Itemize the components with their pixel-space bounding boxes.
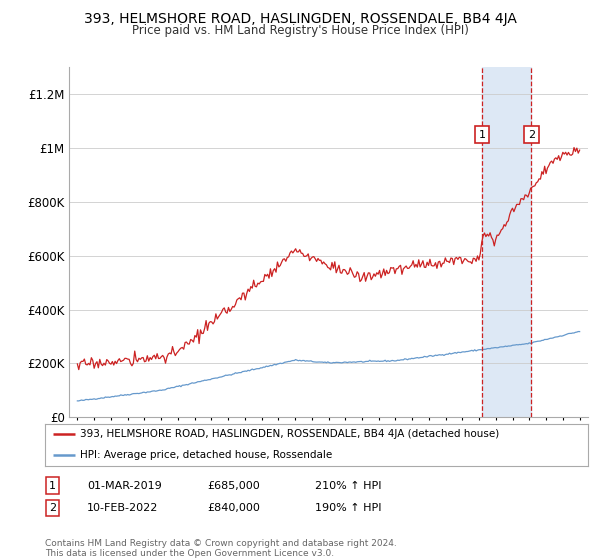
Text: 2: 2 bbox=[528, 129, 535, 139]
Text: 210% ↑ HPI: 210% ↑ HPI bbox=[315, 480, 382, 491]
Text: 2: 2 bbox=[49, 503, 56, 513]
Text: Contains HM Land Registry data © Crown copyright and database right 2024.
This d: Contains HM Land Registry data © Crown c… bbox=[45, 539, 397, 558]
Text: 10-FEB-2022: 10-FEB-2022 bbox=[87, 503, 158, 513]
Text: Price paid vs. HM Land Registry's House Price Index (HPI): Price paid vs. HM Land Registry's House … bbox=[131, 24, 469, 36]
Text: 1: 1 bbox=[49, 480, 56, 491]
Text: £840,000: £840,000 bbox=[207, 503, 260, 513]
Text: HPI: Average price, detached house, Rossendale: HPI: Average price, detached house, Ross… bbox=[80, 450, 332, 460]
Text: 01-MAR-2019: 01-MAR-2019 bbox=[87, 480, 162, 491]
Text: 190% ↑ HPI: 190% ↑ HPI bbox=[315, 503, 382, 513]
Text: 1: 1 bbox=[479, 129, 485, 139]
Text: 393, HELMSHORE ROAD, HASLINGDEN, ROSSENDALE, BB4 4JA (detached house): 393, HELMSHORE ROAD, HASLINGDEN, ROSSEND… bbox=[80, 430, 500, 440]
Text: £685,000: £685,000 bbox=[207, 480, 260, 491]
Text: 393, HELMSHORE ROAD, HASLINGDEN, ROSSENDALE, BB4 4JA: 393, HELMSHORE ROAD, HASLINGDEN, ROSSEND… bbox=[83, 12, 517, 26]
Bar bbox=[482, 67, 532, 417]
